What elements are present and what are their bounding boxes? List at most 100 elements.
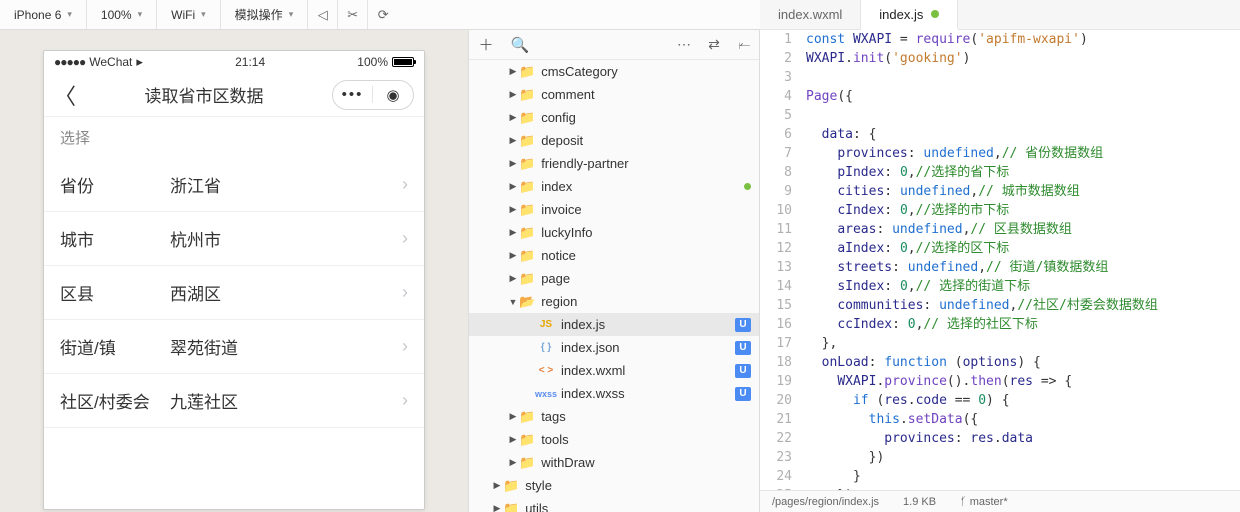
picker-row[interactable]: 区县西湖区› bbox=[44, 266, 424, 320]
chevron-down-icon: ▾ bbox=[289, 9, 294, 20]
tab-label: index.js bbox=[879, 7, 923, 22]
code-line: 17 }, bbox=[760, 334, 1240, 353]
line-number: 17 bbox=[760, 334, 806, 353]
mock-select[interactable]: 模拟操作 ▾ bbox=[221, 0, 309, 29]
folder-node[interactable]: ▶📁index bbox=[469, 175, 759, 198]
picker-row-label: 街道/镇 bbox=[60, 334, 170, 359]
folder-node[interactable]: ▶📁friendly-partner bbox=[469, 152, 759, 175]
node-label: page bbox=[541, 271, 570, 286]
editor-tab[interactable]: index.js bbox=[861, 0, 958, 30]
settings-icon[interactable]: ⇄ bbox=[699, 36, 729, 53]
capsule-menu-icon[interactable]: ••• bbox=[333, 86, 373, 103]
chevron-down-icon: ▾ bbox=[201, 9, 206, 20]
carrier-label: WeChat bbox=[89, 55, 132, 69]
back-icon[interactable]: 〈 bbox=[54, 79, 76, 111]
folder-node[interactable]: ▶📁tags bbox=[469, 405, 759, 428]
simulator-panel: ●●●●● WeChat ▸ 21:14 100% 〈 读取省市区数据 ••• … bbox=[0, 30, 468, 512]
code-line: 7 provinces: undefined,// 省份数据数组 bbox=[760, 144, 1240, 163]
picker-row[interactable]: 城市杭州市› bbox=[44, 212, 424, 266]
folder-icon: 📂 bbox=[519, 294, 535, 310]
file-tree: ▶📁cmsCategory▶📁comment▶📁config▶📁deposit▶… bbox=[469, 60, 759, 512]
line-number: 16 bbox=[760, 315, 806, 334]
folder-node[interactable]: ▶📁notice bbox=[469, 244, 759, 267]
picker-row[interactable]: 社区/村委会九莲社区› bbox=[44, 374, 424, 428]
folder-icon: 📁 bbox=[519, 87, 535, 103]
picker-row[interactable]: 街道/镇翠苑街道› bbox=[44, 320, 424, 374]
folder-node[interactable]: ▶📁luckyInfo bbox=[469, 221, 759, 244]
line-number: 13 bbox=[760, 258, 806, 277]
node-label: comment bbox=[541, 87, 594, 102]
file-node[interactable]: { }index.jsonU bbox=[469, 336, 759, 359]
cut-icon[interactable]: ✂ bbox=[338, 0, 368, 29]
file-node[interactable]: < >index.wxmlU bbox=[469, 359, 759, 382]
folder-node[interactable]: ▶📁withDraw bbox=[469, 451, 759, 474]
search-icon[interactable]: 🔍 bbox=[503, 36, 537, 54]
folder-node[interactable]: ▶📁 style bbox=[469, 474, 759, 497]
picker-row[interactable]: 省份浙江省› bbox=[44, 158, 424, 212]
refresh-icon[interactable]: ⟳ bbox=[368, 0, 398, 29]
folder-node[interactable]: ▶📁tools bbox=[469, 428, 759, 451]
picker-row-label: 省份 bbox=[60, 172, 170, 197]
folder-node[interactable]: ▶📁 utils bbox=[469, 497, 759, 512]
disclosure-icon: ▶ bbox=[491, 503, 503, 512]
code-line: 2WXAPI.init('gooking') bbox=[760, 49, 1240, 68]
collapse-icon[interactable]: ⥒ bbox=[729, 36, 759, 53]
status-size: 1.9 KB bbox=[903, 496, 936, 508]
code-line: 12 aIndex: 0,//选择的区下标 bbox=[760, 239, 1240, 258]
network-select[interactable]: WiFi ▾ bbox=[157, 0, 221, 29]
node-label: notice bbox=[541, 248, 576, 263]
code-line: 16 ccIndex: 0,// 选择的社区下标 bbox=[760, 315, 1240, 334]
code-line: 8 pIndex: 0,//选择的省下标 bbox=[760, 163, 1240, 182]
folder-icon: 📁 bbox=[519, 110, 535, 126]
capsule-close-icon[interactable]: ◉ bbox=[373, 86, 413, 104]
disclosure-icon: ▶ bbox=[507, 135, 519, 146]
editor-tab[interactable]: index.wxml bbox=[760, 0, 861, 29]
node-label: utils bbox=[525, 501, 548, 512]
disclosure-icon: ▶ bbox=[507, 250, 519, 261]
disclosure-icon: ▶ bbox=[491, 480, 503, 491]
code-area[interactable]: 1const WXAPI = require('apifm-wxapi')2WX… bbox=[760, 30, 1240, 490]
code-line: 10 cIndex: 0,//选择的市下标 bbox=[760, 201, 1240, 220]
mute-icon[interactable]: ◁ bbox=[308, 0, 338, 29]
filetype-icon: { } bbox=[535, 342, 557, 353]
code-line: 6 data: { bbox=[760, 125, 1240, 144]
folder-icon: 📁 bbox=[503, 478, 519, 494]
folder-node[interactable]: ▶📁deposit bbox=[469, 129, 759, 152]
disclosure-icon: ▶ bbox=[507, 112, 519, 123]
line-number: 20 bbox=[760, 391, 806, 410]
new-file-icon[interactable]: ＋ bbox=[469, 34, 503, 55]
disclosure-icon: ▶ bbox=[507, 204, 519, 215]
chevron-right-icon: › bbox=[402, 282, 408, 303]
folder-node[interactable]: ▶📁invoice bbox=[469, 198, 759, 221]
line-number: 6 bbox=[760, 125, 806, 144]
folder-node[interactable]: ▶📁cmsCategory bbox=[469, 60, 759, 83]
file-node[interactable]: JSindex.jsU bbox=[469, 313, 759, 336]
node-label: region bbox=[541, 294, 577, 309]
folder-icon: 📁 bbox=[503, 501, 519, 512]
node-label: index.js bbox=[561, 317, 605, 332]
disclosure-icon: ▶ bbox=[507, 66, 519, 77]
mock-select-label: 模拟操作 bbox=[235, 6, 283, 23]
device-select[interactable]: iPhone 6 ▾ bbox=[0, 0, 87, 29]
node-label: tools bbox=[541, 432, 568, 447]
line-number: 1 bbox=[760, 30, 806, 49]
folder-icon: 📁 bbox=[519, 179, 535, 195]
folder-node[interactable]: ▶📁comment bbox=[469, 83, 759, 106]
picker-row-value: 浙江省 bbox=[170, 172, 402, 197]
node-label: style bbox=[525, 478, 552, 493]
chevron-right-icon: › bbox=[402, 390, 408, 411]
folder-node[interactable]: ▼📂region bbox=[469, 290, 759, 313]
section-header: 选择 bbox=[44, 117, 424, 158]
filetype-icon: wxss bbox=[535, 389, 557, 399]
node-label: index.wxss bbox=[561, 386, 625, 401]
chevron-right-icon: › bbox=[402, 336, 408, 357]
tab-label: index.wxml bbox=[778, 7, 842, 22]
folder-icon: 📁 bbox=[519, 225, 535, 241]
file-node[interactable]: wxssindex.wxssU bbox=[469, 382, 759, 405]
picker-row-value: 西湖区 bbox=[170, 280, 402, 305]
more-icon[interactable]: ⋯ bbox=[669, 36, 699, 53]
picker-list: 省份浙江省›城市杭州市›区县西湖区›街道/镇翠苑街道›社区/村委会九莲社区› bbox=[44, 158, 424, 428]
folder-node[interactable]: ▶📁page bbox=[469, 267, 759, 290]
folder-node[interactable]: ▶📁config bbox=[469, 106, 759, 129]
zoom-select[interactable]: 100% ▾ bbox=[87, 0, 157, 29]
